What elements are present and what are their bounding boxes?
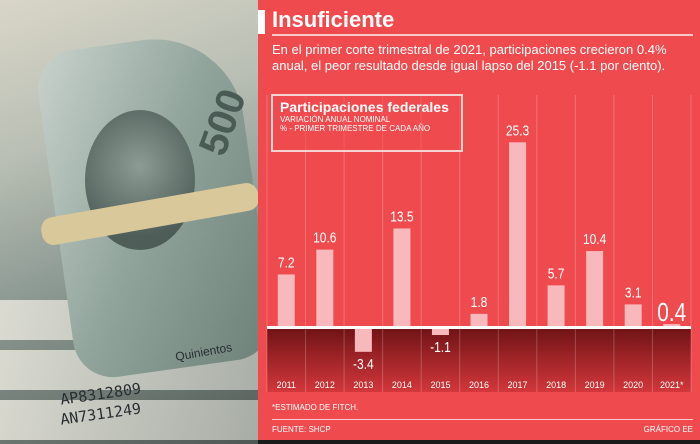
bar-2021* <box>663 324 681 327</box>
bar-2017 <box>509 142 527 327</box>
credit: GRÁFICO EE <box>643 425 693 434</box>
tick-label-2021*: 2021* <box>660 380 684 390</box>
bar-2011 <box>277 274 295 327</box>
footnote: *ESTIMADO DE FITCH. <box>272 403 359 412</box>
zero-axis <box>267 326 691 329</box>
bar-2019 <box>586 251 604 327</box>
bar-2016 <box>470 313 488 327</box>
infographic-panel: 7.2 2011 10.6 2012 -3.4 2013 13.5 2014 -1.1 2015 1… <box>258 0 700 440</box>
tick-label-2015: 2015 <box>430 380 450 390</box>
chart-legend-box: Participaciones federales VARIACIÓN ANUA… <box>271 94 463 152</box>
bar-2018 <box>547 285 565 327</box>
divider <box>272 419 693 420</box>
data-label-2019: 10.4 <box>583 231 607 248</box>
lede-text: En el primer corte trimestral de 2021, p… <box>272 42 667 73</box>
tick-label-2012: 2012 <box>315 380 335 390</box>
bar-2012 <box>316 249 334 327</box>
data-label-2016: 1.8 <box>471 294 488 311</box>
tick-label-2014: 2014 <box>392 380 412 390</box>
negative-zone <box>267 327 691 392</box>
tick-label-2017: 2017 <box>508 380 528 390</box>
tick-label-2018: 2018 <box>546 380 566 390</box>
page-title: Insuficiente <box>272 7 395 32</box>
money-roll-photo: AP8312809 AN7311249 Quinientos 500 <box>0 0 258 444</box>
source: FUENTE: SHCP <box>272 425 331 434</box>
bar-2013 <box>354 327 372 352</box>
chart-title: Participaciones federales <box>280 99 449 115</box>
data-label-2018: 5.7 <box>548 265 565 282</box>
data-label-2017: 25.3 <box>506 122 529 139</box>
bar-2014 <box>393 228 411 327</box>
data-label-2011: 7.2 <box>278 254 295 271</box>
data-label-2015: -1.1 <box>430 339 451 356</box>
bar-2020 <box>624 304 642 327</box>
data-label-2014: 13.5 <box>390 208 413 225</box>
tick-label-2011: 2011 <box>277 380 296 390</box>
tick-label-2016: 2016 <box>469 380 489 390</box>
divider <box>272 34 693 36</box>
data-label-2012: 10.6 <box>313 229 336 246</box>
chart-subtitle: VARIACIÓN ANUAL NOMINAL <box>280 115 391 124</box>
title-marker <box>258 10 265 34</box>
tick-label-2020: 2020 <box>623 380 643 390</box>
data-label-2020: 3.1 <box>625 284 642 301</box>
tick-label-2013: 2013 <box>353 380 373 390</box>
data-label-2021*: 0.4 <box>657 298 686 327</box>
bar-2015 <box>431 327 449 336</box>
chart-unit-note: % - PRIMER TRIMESTRE DE CADA AÑO <box>280 124 431 133</box>
tick-label-2019: 2019 <box>585 380 605 390</box>
data-label-2013: -3.4 <box>353 356 374 373</box>
